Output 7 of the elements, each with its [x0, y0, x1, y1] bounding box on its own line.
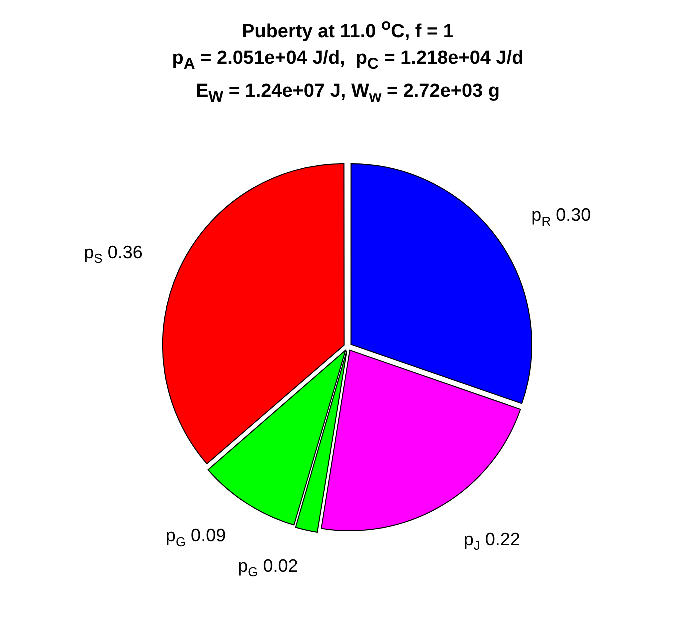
data-label: 0.30	[551, 205, 592, 226]
data-label: 0.22	[480, 529, 520, 550]
chart-title: Puberty at 11.0 $^{o}$C, f = 1	[241, 16, 455, 44]
data-label: 0.09	[186, 526, 226, 546]
data-label: 0.36	[102, 242, 143, 262]
text: p$_{A}$ = 2.051e+04 J/d, p$_{C}$ = 1.218e+04 J/d E$_{W}$ = 1.24e+07 J, W$_{w}$ = 2.72e+03 g	[172, 48, 524, 106]
data-label: 0.02	[258, 556, 298, 576]
